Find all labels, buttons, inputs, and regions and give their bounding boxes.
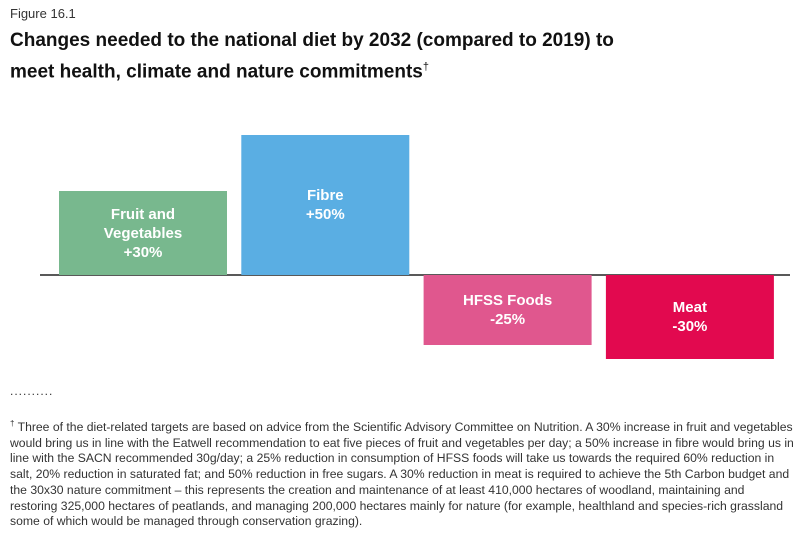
footnote-block: † Three of the diet-related targets are … [10,416,795,530]
bar-label: HFSS Foods -25% [424,275,592,345]
value-label: +50% [305,206,345,223]
separator: .......... [10,384,54,398]
category-label: Fruit and Vegetables [103,205,183,242]
chart-title-block: Changes needed to the national diet by 2… [10,28,650,85]
category-label: Fibre [306,187,344,204]
bar [605,275,774,359]
chart [40,135,790,359]
bar-label: Fruit and Vegetables +30% [59,191,227,275]
category-label: Meat [672,299,707,316]
category-label: HFSS Foods [463,292,553,309]
bar-label: Meat -30% [606,275,774,359]
bar [241,135,410,275]
bar-label: Fibre +50% [241,135,409,275]
footnote: Three of the diet-related targets are ba… [10,420,794,529]
bar [423,275,592,345]
chart-title: Changes needed to the national diet by 2… [10,30,614,83]
figure-label: Figure 16.1 [10,6,76,21]
title-marker: † [422,61,429,73]
bar [59,191,227,275]
value-label: +30% [123,243,163,261]
footnote-marker: † [10,419,15,428]
value-label: -30% [672,318,708,335]
value-label: -25% [490,311,526,328]
